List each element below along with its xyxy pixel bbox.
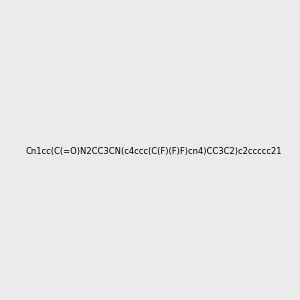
Text: Cn1cc(C(=O)N2CC3CN(c4ccc(C(F)(F)F)cn4)CC3C2)c2ccccc21: Cn1cc(C(=O)N2CC3CN(c4ccc(C(F)(F)F)cn4)CC…: [26, 147, 282, 156]
